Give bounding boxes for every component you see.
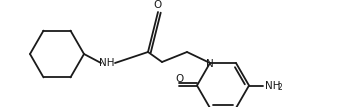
Text: NH: NH (265, 80, 281, 91)
Text: 2: 2 (277, 83, 282, 92)
Text: O: O (154, 0, 162, 10)
Text: NH: NH (99, 58, 115, 68)
Text: N: N (206, 59, 214, 69)
Text: O: O (175, 74, 183, 84)
